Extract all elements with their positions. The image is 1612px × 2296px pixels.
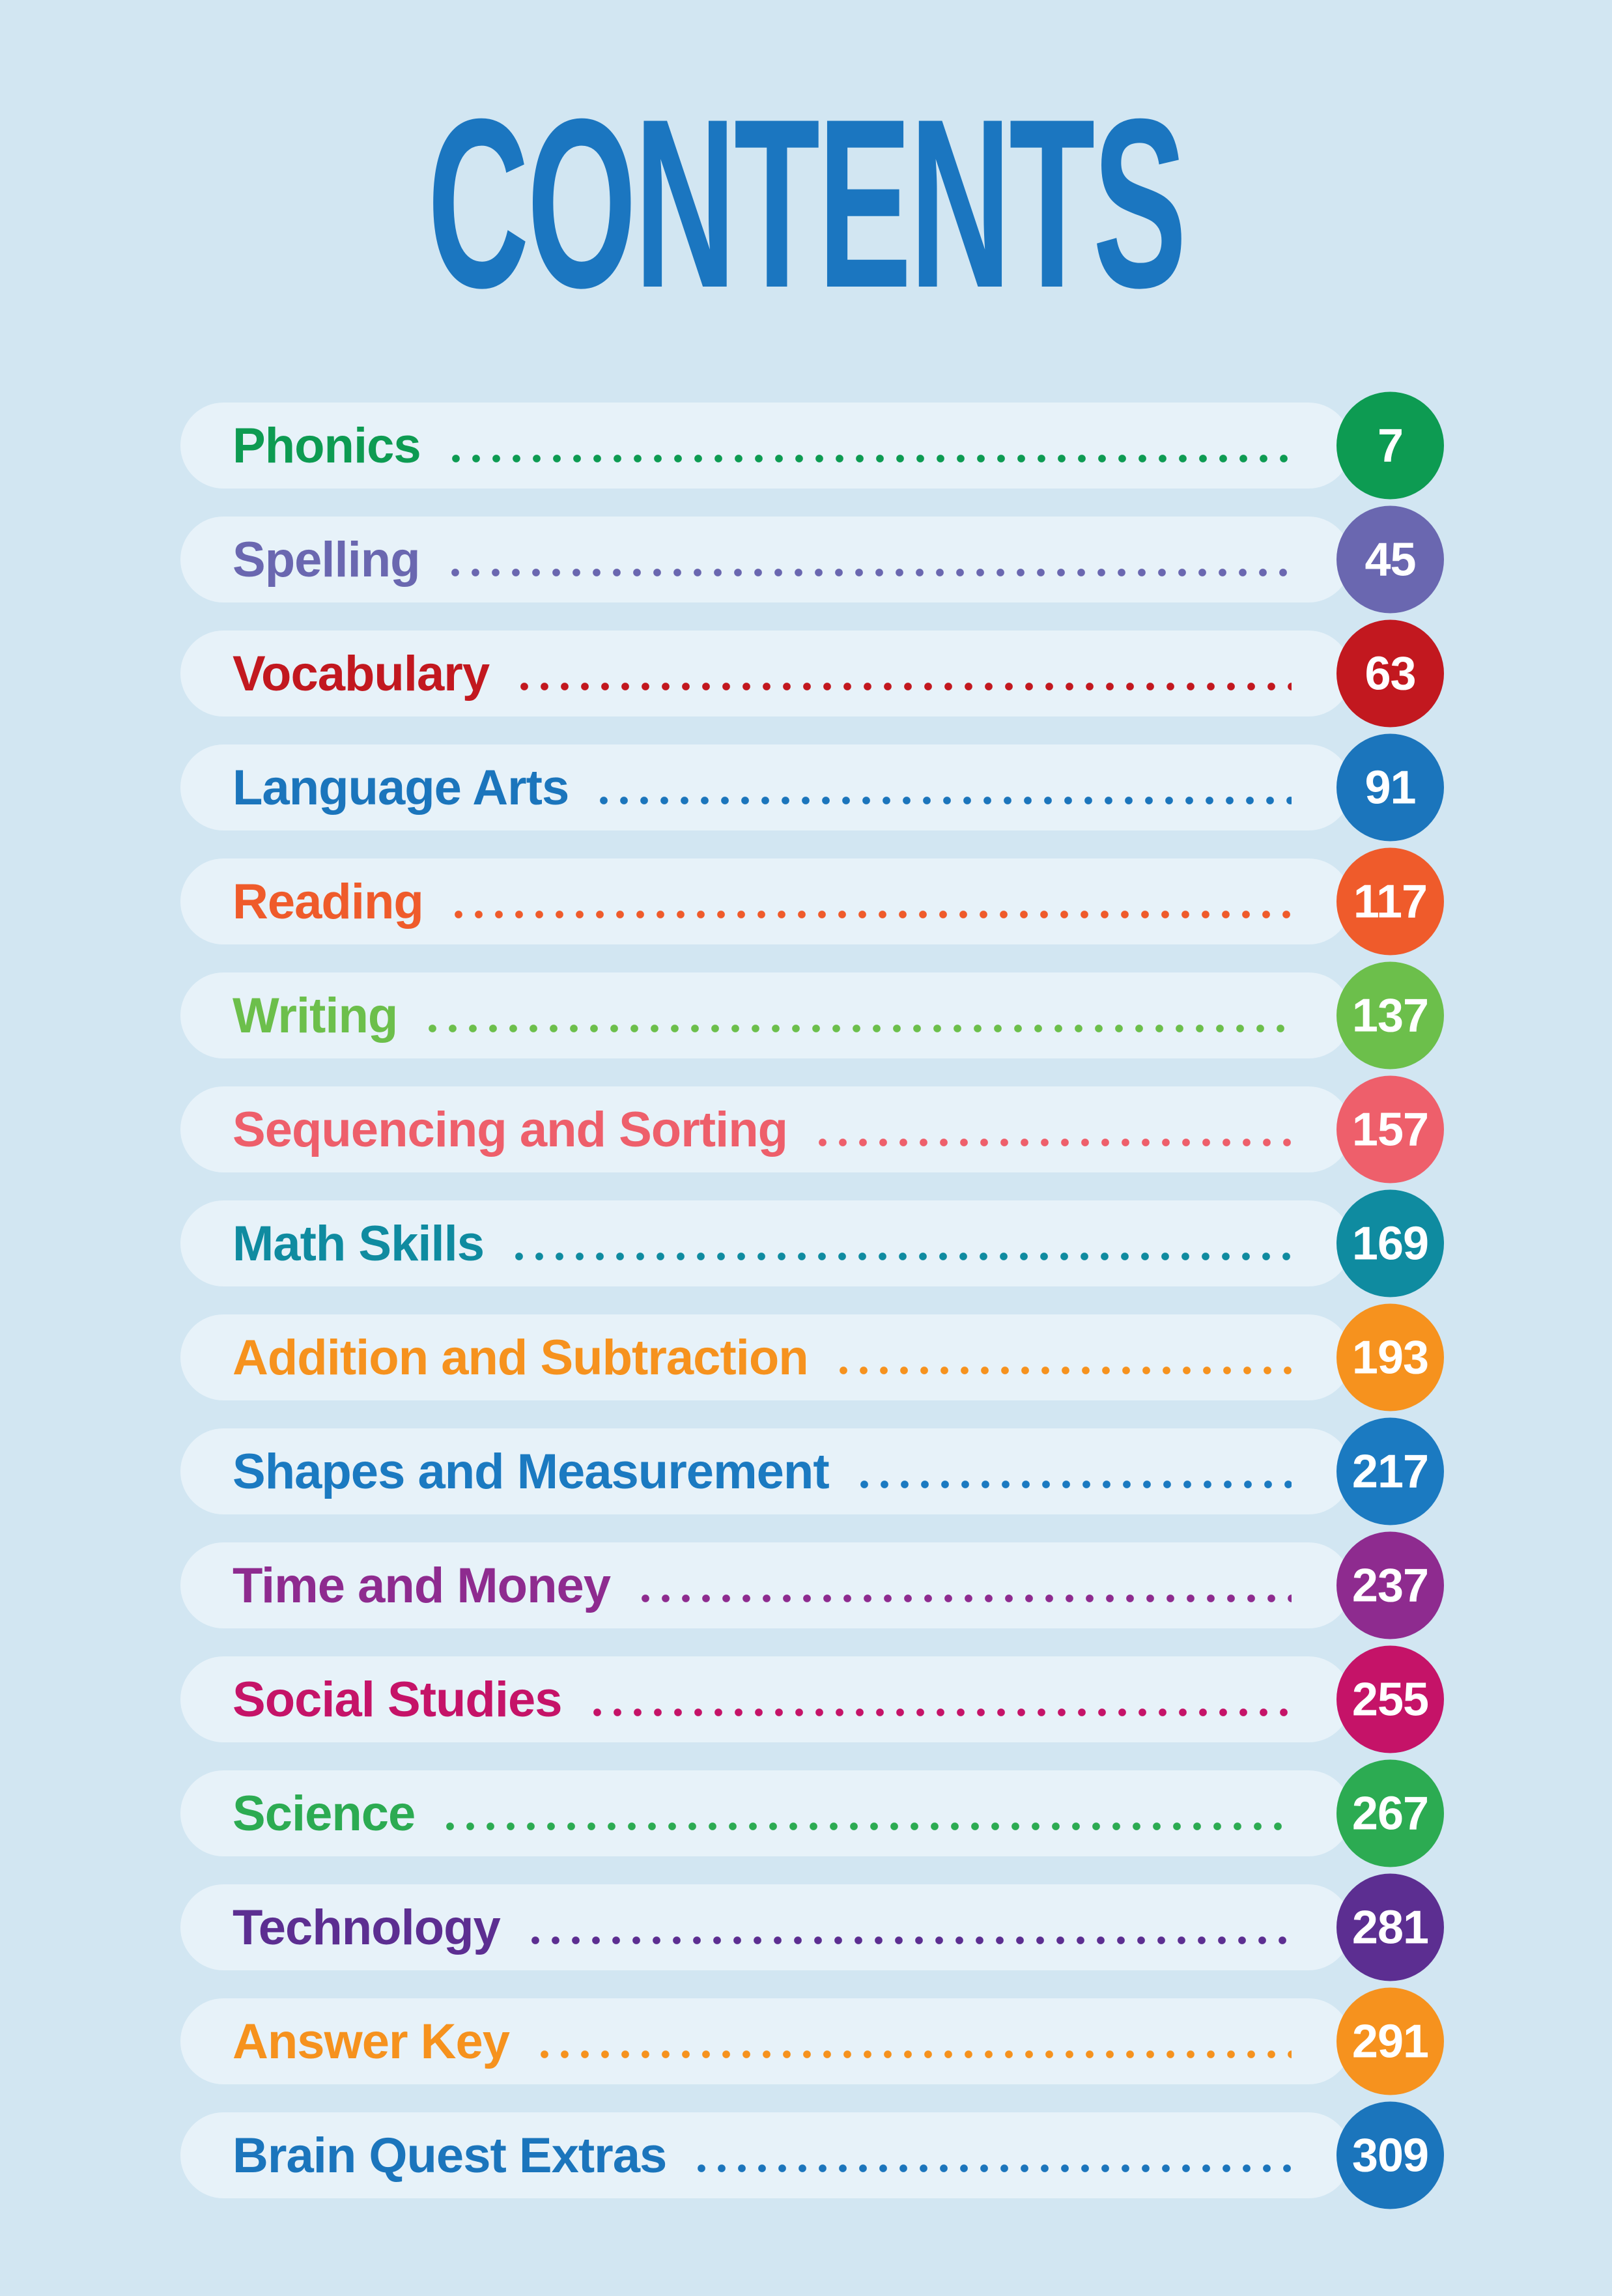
- dotted-leader: [515, 1253, 1292, 1260]
- page-header: CONTENTS: [0, 69, 1612, 338]
- dotted-leader: [451, 569, 1292, 576]
- toc-row: Brain Quest Extras 309: [180, 2101, 1444, 2209]
- toc-row: Technology 281: [180, 1873, 1444, 1981]
- page-title: CONTENTS: [427, 69, 1187, 338]
- dotted-leader: [698, 2164, 1292, 2172]
- toc-row-label: Vocabulary: [233, 645, 490, 702]
- toc-row: Writing 137: [180, 961, 1444, 1070]
- dotted-leader: [454, 911, 1292, 918]
- toc-row-label: Addition and Subtraction: [233, 1329, 809, 1385]
- toc-row-pill: Social Studies: [180, 1656, 1351, 1742]
- dotted-leader: [520, 683, 1292, 690]
- toc-row: Addition and Subtraction 193: [180, 1303, 1444, 1411]
- toc-row-pill: Science: [180, 1770, 1351, 1856]
- page-number-badge: 281: [1336, 1873, 1444, 1981]
- toc-row-pill: Language Arts: [180, 744, 1351, 830]
- toc-row-label: Writing: [233, 987, 398, 1043]
- toc-row-pill: Math Skills: [180, 1200, 1351, 1286]
- dotted-leader: [860, 1481, 1292, 1488]
- page-number-badge: 45: [1336, 505, 1444, 614]
- toc-list: Phonics 7 Spelling 45 Vocabulary 63 Lang…: [180, 391, 1444, 2226]
- toc-row-label: Shapes and Measurement: [233, 1443, 830, 1499]
- toc-row: Math Skills 169: [180, 1189, 1444, 1297]
- page-number-badge: 309: [1336, 2101, 1444, 2209]
- toc-row: Phonics 7: [180, 391, 1444, 500]
- toc-row-pill: Sequencing and Sorting: [180, 1086, 1351, 1172]
- toc-row-label: Math Skills: [233, 1215, 485, 1271]
- toc-row-pill: Answer Key: [180, 1998, 1351, 2084]
- page-number-badge: 63: [1336, 619, 1444, 728]
- dotted-leader: [593, 1708, 1292, 1716]
- page-number-badge: 117: [1336, 847, 1444, 956]
- toc-row-pill: Writing: [180, 972, 1351, 1058]
- toc-row: Vocabulary 63: [180, 619, 1444, 728]
- page-number-badge: 91: [1336, 733, 1444, 842]
- toc-row: Social Studies 255: [180, 1645, 1444, 1753]
- page-number-badge: 157: [1336, 1075, 1444, 1183]
- dotted-leader: [429, 1025, 1292, 1032]
- page-number-badge: 137: [1336, 961, 1444, 1070]
- toc-row-pill: Spelling: [180, 517, 1351, 602]
- toc-row: Spelling 45: [180, 505, 1444, 614]
- dotted-leader: [642, 1594, 1292, 1602]
- dotted-leader: [819, 1139, 1292, 1146]
- page-number-badge: 237: [1336, 1531, 1444, 1639]
- toc-row-pill: Time and Money: [180, 1542, 1351, 1628]
- toc-row-label: Sequencing and Sorting: [233, 1101, 788, 1157]
- toc-row-pill: Brain Quest Extras: [180, 2112, 1351, 2198]
- page-number-badge: 255: [1336, 1645, 1444, 1753]
- toc-row: Time and Money 237: [180, 1531, 1444, 1639]
- page-number-badge: 193: [1336, 1303, 1444, 1411]
- dotted-leader: [531, 1936, 1292, 1944]
- page-number-badge: 291: [1336, 1987, 1444, 2095]
- toc-row: Reading 117: [180, 847, 1444, 956]
- toc-row-label: Social Studies: [233, 1671, 562, 1727]
- toc-row-label: Technology: [233, 1899, 501, 1955]
- dotted-leader: [839, 1367, 1292, 1374]
- dotted-leader: [451, 455, 1292, 462]
- toc-row-label: Language Arts: [233, 759, 569, 815]
- toc-row: Answer Key 291: [180, 1987, 1444, 2095]
- toc-row-pill: Technology: [180, 1884, 1351, 1970]
- toc-row-label: Reading: [233, 873, 424, 929]
- toc-row: Sequencing and Sorting 157: [180, 1075, 1444, 1183]
- toc-row-pill: Vocabulary: [180, 631, 1351, 716]
- toc-row-pill: Addition and Subtraction: [180, 1314, 1351, 1400]
- dotted-leader: [446, 1822, 1292, 1830]
- dotted-leader: [600, 797, 1292, 804]
- toc-row-label: Spelling: [233, 531, 421, 588]
- toc-row: Science 267: [180, 1759, 1444, 1867]
- toc-row-label: Phonics: [233, 418, 421, 474]
- toc-row-pill: Phonics: [180, 403, 1351, 489]
- toc-row-label: Time and Money: [233, 1557, 611, 1613]
- toc-row-label: Brain Quest Extras: [233, 2127, 667, 2183]
- toc-row-label: Science: [233, 1785, 416, 1841]
- page-number-badge: 217: [1336, 1417, 1444, 1525]
- toc-row: Shapes and Measurement 217: [180, 1417, 1444, 1525]
- dotted-leader: [541, 2050, 1292, 2058]
- toc-row-label: Answer Key: [233, 2013, 510, 2069]
- page-number-badge: 169: [1336, 1189, 1444, 1297]
- page-number-badge: 7: [1336, 391, 1444, 500]
- page-number-badge: 267: [1336, 1759, 1444, 1867]
- toc-row-pill: Shapes and Measurement: [180, 1428, 1351, 1514]
- toc-row: Language Arts 91: [180, 733, 1444, 842]
- toc-row-pill: Reading: [180, 858, 1351, 944]
